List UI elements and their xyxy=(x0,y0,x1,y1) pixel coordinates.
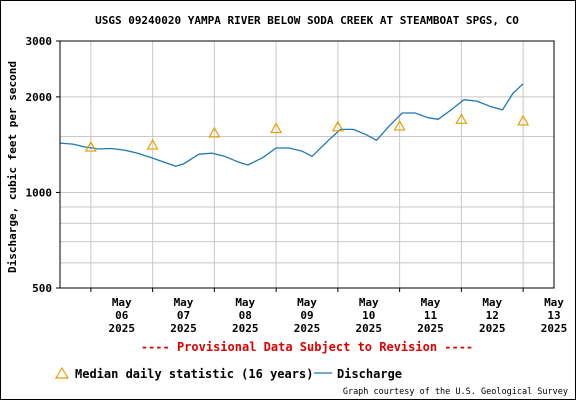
y-tick-label: 1000 xyxy=(26,186,53,199)
legend-discharge-label: Discharge xyxy=(337,367,402,381)
x-tick-label: 2025 xyxy=(294,322,321,335)
legend: Median daily statistic (16 years) Discha… xyxy=(54,366,402,381)
x-tick-label: 2025 xyxy=(170,322,197,335)
x-tick-label: 06 xyxy=(115,309,129,322)
x-tick-label: 08 xyxy=(239,309,252,322)
x-tick-label: 2025 xyxy=(541,322,568,335)
median-marker xyxy=(146,138,159,150)
x-tick-label: May xyxy=(174,296,194,309)
provisional-notice: ---- Provisional Data Subject to Revisio… xyxy=(141,340,473,354)
gridlines xyxy=(60,40,554,289)
x-tick-label: 2025 xyxy=(356,322,383,335)
x-tick-label: 09 xyxy=(300,309,313,322)
median-marker xyxy=(331,120,344,132)
x-tick-label: 2025 xyxy=(109,322,136,335)
plot-series xyxy=(59,83,530,167)
x-tick-label: May xyxy=(544,296,564,309)
credit-text: Graph courtesy of the U.S. Geological Su… xyxy=(343,387,568,397)
x-tick-label: 07 xyxy=(177,309,190,322)
x-tick-label: May xyxy=(359,296,379,309)
legend-median-label: Median daily statistic (16 years) xyxy=(75,367,313,381)
y-tick-label: 2000 xyxy=(26,91,53,104)
discharge-line xyxy=(59,83,524,167)
x-tick-label: 2025 xyxy=(232,322,259,335)
x-tick-label: May xyxy=(235,296,255,309)
median-marker xyxy=(455,113,468,124)
x-tick-label: 2025 xyxy=(479,322,506,335)
plot-area-border xyxy=(59,40,555,289)
legend-median-symbol xyxy=(54,366,70,379)
x-tick-label: 10 xyxy=(362,309,375,322)
chart-title: USGS 09240020 YAMPA RIVER BELOW SODA CRE… xyxy=(95,14,519,27)
y-tick-label: 3000 xyxy=(26,35,53,48)
x-tick-label: May xyxy=(482,296,502,309)
x-tick-label: 11 xyxy=(424,309,438,322)
y-axis-ticks: 500 1000 2000 3000 xyxy=(26,35,60,295)
x-tick-label: May xyxy=(421,296,441,309)
median-marker xyxy=(208,126,221,138)
x-tick-label: May xyxy=(112,296,132,309)
y-tick-label: 500 xyxy=(32,282,52,295)
median-marker xyxy=(84,140,97,152)
x-tick-label: 12 xyxy=(486,309,499,322)
x-tick-label: 2025 xyxy=(417,322,444,335)
median-marker xyxy=(517,114,530,126)
y-axis-label: Discharge, cubic feet per second xyxy=(6,61,19,273)
median-marker xyxy=(393,119,406,131)
x-tick-label: 13 xyxy=(547,309,560,322)
x-axis-ticks: May062025May072025May082025May092025May1… xyxy=(90,288,568,335)
median-marker xyxy=(270,122,283,134)
x-tick-label: May xyxy=(297,296,317,309)
